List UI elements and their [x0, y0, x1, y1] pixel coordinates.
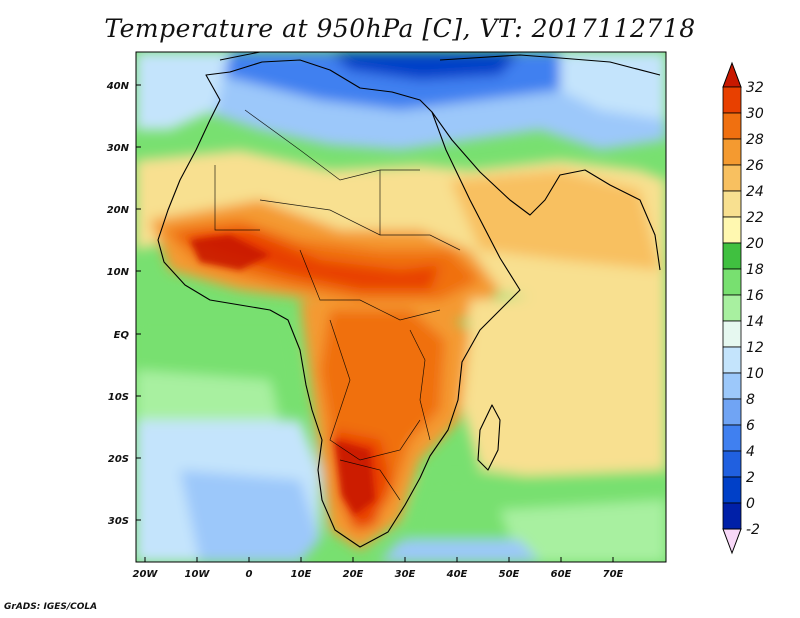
colorbar-box [722, 476, 742, 504]
colorbar-label: -2 [746, 522, 760, 538]
colorbar-box [722, 502, 742, 530]
colorbar-box [722, 372, 742, 400]
colorbar-box [722, 138, 742, 166]
lon-label-20w: 20W [133, 569, 159, 580]
colorbar-box [722, 450, 742, 478]
colorbar-label: 18 [746, 262, 764, 278]
colorbar-label: 20 [746, 236, 764, 252]
colorbar-box [722, 164, 742, 192]
colorbar-label: 22 [746, 210, 764, 226]
colorbar-label: 4 [746, 444, 755, 460]
colorbar-label: 12 [746, 340, 764, 356]
colorbar-box [722, 216, 742, 244]
lat-label-10n: 10N [107, 267, 130, 278]
lon-label-50e: 50E [499, 569, 520, 580]
colorbar-label: 30 [746, 106, 764, 122]
colorbar-label: 0 [746, 496, 755, 512]
colorbar-box [722, 294, 742, 322]
coastlines [157, 52, 661, 548]
colorbar-label: 16 [746, 288, 764, 304]
colorbar-label: 8 [746, 392, 755, 408]
colorbar-box [722, 190, 742, 218]
colorbar-box [722, 268, 742, 296]
map-border [135, 51, 667, 563]
colorbar-label: 24 [746, 184, 764, 200]
colorbar-box [722, 86, 742, 114]
lat-label-20n: 20N [107, 205, 130, 216]
lat-label-10s: 10S [108, 392, 129, 403]
lon-label-20e: 20E [343, 569, 364, 580]
lon-label-70e: 70E [603, 569, 624, 580]
colorbar-box [722, 346, 742, 374]
colorbar-arrow-top [722, 61, 742, 88]
lat-label-eq: EQ [114, 330, 130, 341]
longitude-axis: 20W 10W 0 10E 20E 30E 40E 50E 60E 70E [133, 557, 624, 580]
colorbar-label: 14 [746, 314, 764, 330]
colorbar-box [722, 424, 742, 452]
lat-label-40n: 40N [106, 81, 130, 92]
lat-label-30n: 30N [107, 143, 130, 154]
temperature-field [136, 52, 666, 562]
lon-label-0: 0 [246, 569, 253, 580]
lon-label-30e: 30E [395, 569, 416, 580]
colorbar-box [722, 242, 742, 270]
country-borders [214, 109, 461, 501]
lon-label-60e: 60E [551, 569, 572, 580]
credit-label: GrADS: IGES/COLA [4, 602, 98, 612]
colorbar-label: 10 [746, 366, 764, 382]
colorbar-label: 28 [746, 132, 764, 148]
lat-label-20s: 20S [108, 454, 129, 465]
lat-label-30s: 30S [108, 516, 129, 527]
colorbar-label: 26 [746, 158, 764, 174]
lon-label-40e: 40E [446, 569, 468, 580]
colorbar-box [722, 398, 742, 426]
colorbar-box [722, 112, 742, 140]
colorbar-label: 6 [746, 418, 755, 434]
colorbar-label: 2 [746, 470, 755, 486]
colorbar-arrow-bottom [722, 528, 742, 555]
latitude-axis: 40N 30N 20N 10N EQ 10S 20S 30S [106, 81, 141, 527]
colorbar-box [722, 320, 742, 348]
map-title: Temperature at 950hPa [C], VT: 201711271… [104, 14, 696, 43]
lon-label-10e: 10E [291, 569, 312, 580]
lon-label-10w: 10W [185, 569, 211, 580]
colorbar-label: 32 [746, 80, 764, 96]
